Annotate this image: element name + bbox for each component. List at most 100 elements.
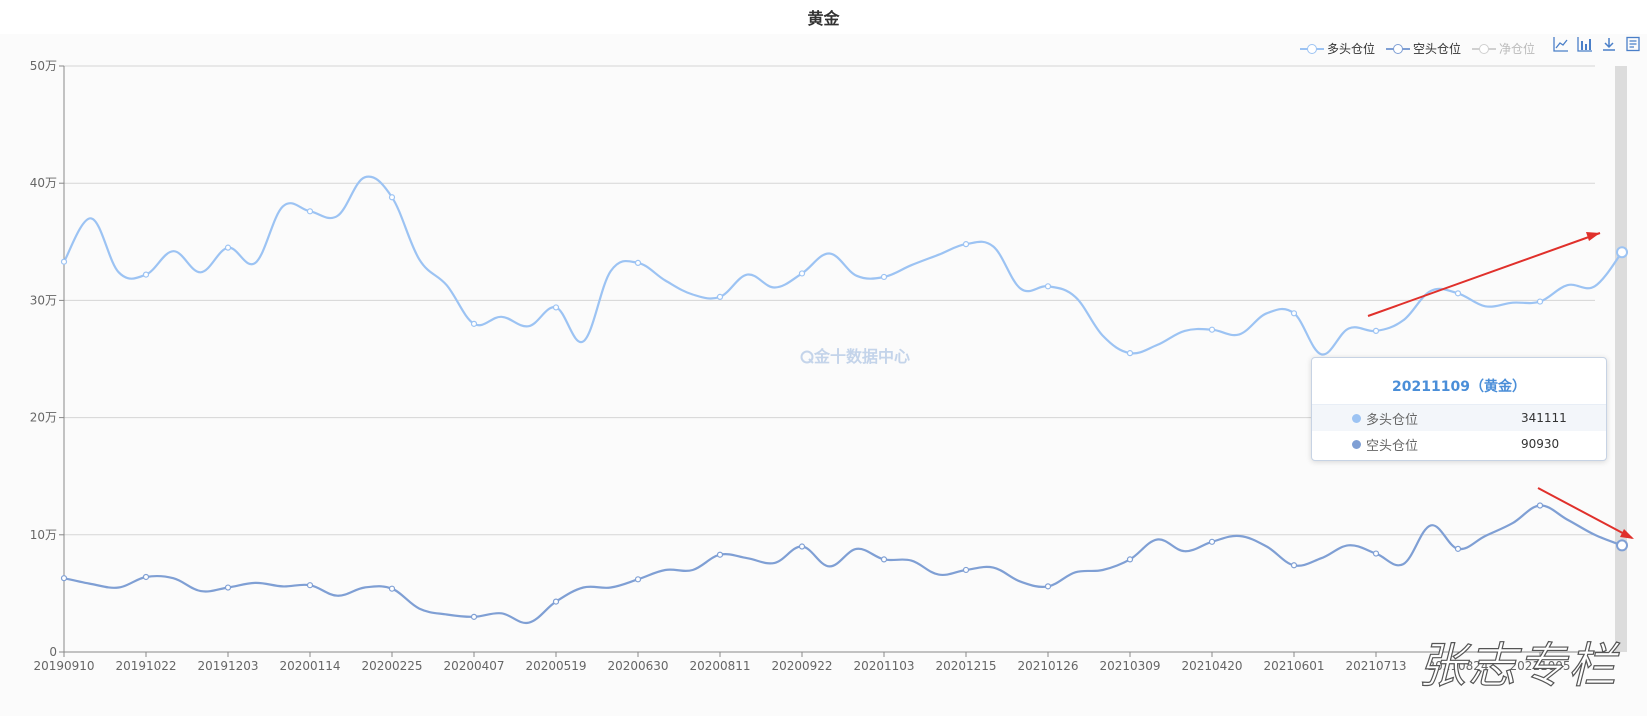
x-tick-label: 20200407 xyxy=(443,659,504,673)
legend-swatch-net-icon xyxy=(1472,43,1496,55)
legend-item-short[interactable]: 空头仓位 xyxy=(1386,40,1461,57)
x-tick-label: 20210309 xyxy=(1099,659,1160,673)
legend-swatch-short-icon xyxy=(1386,43,1410,55)
x-tick-label: 20210824 xyxy=(1427,659,1488,673)
x-tick-label: 20200225 xyxy=(361,659,422,673)
x-tick-label: 20210713 xyxy=(1345,659,1406,673)
y-tick-label: 0 xyxy=(49,645,57,659)
data-point xyxy=(306,208,314,215)
x-tick-label: 20200519 xyxy=(525,659,586,673)
toolbox xyxy=(1553,36,1641,52)
x-tick-label: 20200114 xyxy=(279,659,340,673)
legend-label-net: 净仓位 xyxy=(1499,42,1536,56)
y-tick-label: 50万 xyxy=(30,59,57,73)
tooltip: 20211109（黄金） 多头仓位 341111 空头仓位 90930 xyxy=(1311,357,1607,461)
data-point xyxy=(798,270,806,277)
arrow-short-trend xyxy=(1537,487,1633,539)
data-point xyxy=(962,241,970,248)
series-layer xyxy=(60,175,1628,625)
data-point xyxy=(1290,562,1298,569)
x-tick-label: 20210420 xyxy=(1181,659,1242,673)
arrow-long-head-icon xyxy=(1586,232,1600,241)
annotation-arrows xyxy=(1367,232,1634,539)
bar-chart-icon[interactable] xyxy=(1577,36,1593,52)
tooltip-value-short: 90930 xyxy=(1521,437,1560,451)
data-point xyxy=(60,575,68,582)
y-tick-label: 40万 xyxy=(30,176,57,190)
data-point xyxy=(962,566,970,574)
legend-item-net[interactable]: 净仓位 xyxy=(1472,40,1535,57)
x-tick-label: 20200630 xyxy=(607,659,668,673)
x-tick-label: 20201215 xyxy=(935,659,996,673)
legend-label-long: 多头仓位 xyxy=(1327,42,1376,56)
x-tick-label: 20210601 xyxy=(1263,659,1324,673)
axis-pointer-shadow xyxy=(1615,66,1627,652)
x-tick-label: 20191203 xyxy=(197,659,258,673)
series-short-position-line xyxy=(63,504,1623,625)
data-point xyxy=(552,304,560,311)
y-axis: 0 10万 20万 30万 40万 50万 xyxy=(30,59,65,659)
data-view-icon[interactable] xyxy=(1625,36,1641,52)
data-point xyxy=(306,582,314,589)
data-point xyxy=(388,194,396,201)
data-point xyxy=(1372,550,1380,557)
tooltip-row-short: 空头仓位 90930 xyxy=(1312,431,1606,457)
x-tick-label: 20191022 xyxy=(115,659,176,673)
data-point xyxy=(1126,350,1134,357)
highlight-point xyxy=(1616,246,1628,259)
data-point xyxy=(880,273,888,281)
legend-swatch-long-icon xyxy=(1300,43,1324,55)
data-point xyxy=(1044,283,1052,290)
data-point xyxy=(716,551,724,558)
data-point xyxy=(224,244,232,251)
watermark-logo-icon xyxy=(800,350,814,364)
y-tick-label: 30万 xyxy=(30,293,57,307)
data-point xyxy=(1208,326,1216,333)
highlight-point xyxy=(1616,539,1628,552)
data-point xyxy=(552,598,560,605)
data-point xyxy=(1372,327,1380,334)
data-point xyxy=(1290,310,1298,317)
data-point xyxy=(142,271,150,278)
data-point xyxy=(1208,538,1216,545)
y-tick-label: 20万 xyxy=(30,411,57,425)
x-tick-label: 20210126 xyxy=(1017,659,1078,673)
tooltip-dot-long-icon xyxy=(1352,413,1361,423)
tooltip-label-short: 空头仓位 xyxy=(1366,438,1419,454)
x-tick-label: 20201103 xyxy=(853,659,914,673)
line-chart-icon[interactable] xyxy=(1553,36,1569,52)
data-point xyxy=(880,556,888,563)
data-point xyxy=(142,573,150,581)
download-icon[interactable] xyxy=(1601,36,1617,52)
data-point xyxy=(470,320,478,327)
data-point xyxy=(1454,290,1462,297)
data-point xyxy=(1126,556,1134,563)
data-point xyxy=(470,613,478,620)
tooltip-row-long: 多头仓位 341111 xyxy=(1312,405,1606,431)
x-tick-label: 20200811 xyxy=(689,659,750,673)
data-point xyxy=(634,576,642,583)
data-point xyxy=(388,585,396,592)
series-long-position-line xyxy=(63,175,1623,356)
data-point xyxy=(634,259,642,266)
x-axis: 20190910 20191022 20191203 20200114 20200225… xyxy=(33,651,1605,673)
tooltip-header: 20211109（黄金） xyxy=(1312,358,1606,405)
chart-title: 黄金 xyxy=(807,9,840,28)
x-tick-label: 20190910 xyxy=(33,659,94,673)
data-point xyxy=(1536,298,1544,305)
legend-label-short: 空头仓位 xyxy=(1413,42,1462,56)
data-point xyxy=(1454,545,1462,552)
x-tick-label: 20200922 xyxy=(771,659,832,673)
tooltip-label-long: 多头仓位 xyxy=(1366,412,1419,428)
data-point xyxy=(716,293,724,300)
tooltip-dot-short-icon xyxy=(1352,439,1361,449)
y-tick-label: 10万 xyxy=(30,528,57,542)
arrow-short-head-icon xyxy=(1620,529,1634,539)
data-point xyxy=(60,258,68,265)
signature-watermark: 张志专栏 xyxy=(1417,637,1619,694)
tooltip-value-long: 341111 xyxy=(1521,411,1567,425)
legend-item-long[interactable]: 多头仓位 xyxy=(1300,40,1375,57)
data-point xyxy=(1536,502,1544,509)
data-point xyxy=(1044,583,1052,590)
